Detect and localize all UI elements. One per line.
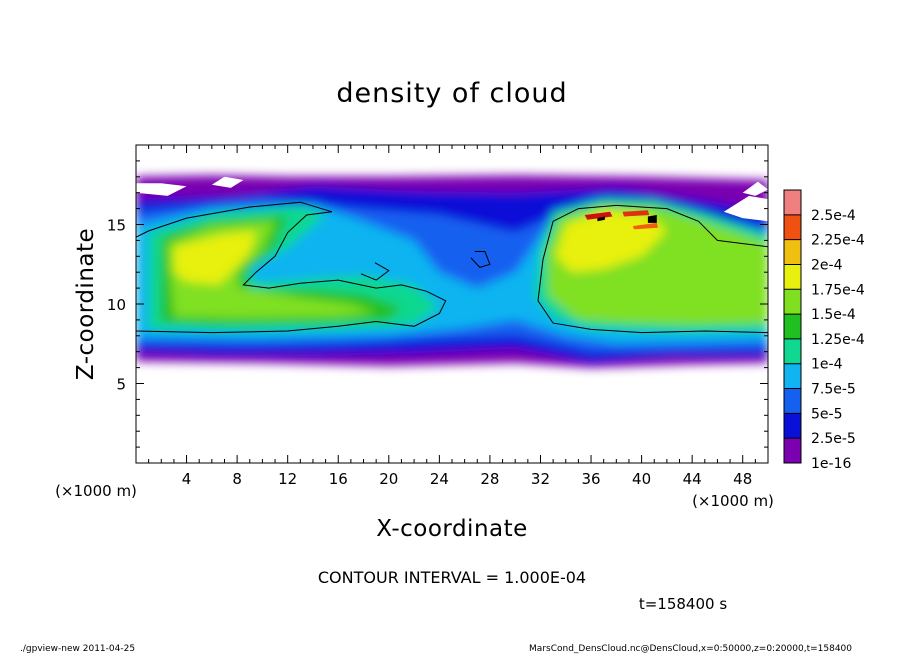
chart-title: density of cloud <box>336 78 567 109</box>
colorbar-label: 2.5e-5 <box>811 431 856 447</box>
z-unit-label: (×1000 m) <box>55 482 137 500</box>
gap-top-left <box>136 183 187 196</box>
z-axis-title: Z-coordinate <box>73 228 99 380</box>
x-tick-label: 4 <box>182 470 192 488</box>
dark-patch-2 <box>597 216 605 222</box>
x-tick-label: 8 <box>232 470 242 488</box>
x-tick-label: 16 <box>329 470 348 488</box>
contour-island <box>470 251 491 268</box>
z-tick-label: 5 <box>116 376 126 394</box>
footer-left: ./gpview-new 2011-04-25 <box>20 644 135 654</box>
colorbar-label: 1.5e-4 <box>811 307 856 323</box>
contour-right <box>537 204 768 334</box>
z-tick-label: 10 <box>107 296 126 314</box>
colorbar-label: 5e-5 <box>811 406 842 422</box>
x-tick-label: 32 <box>531 470 550 488</box>
field-layer-left-yellow <box>173 230 257 285</box>
red-streak-2 <box>622 210 650 217</box>
colorbar-swatch <box>784 388 801 414</box>
colorbar: 1e-16 2.5e-5 5e-5 7.5e-5 1e-4 1.25e-4 1.5e-4 1.… <box>783 189 865 472</box>
time-label: t=158400 s <box>639 595 727 613</box>
contour-left <box>136 201 447 334</box>
x-tick-label: 44 <box>683 470 702 488</box>
x-tick-label: 28 <box>480 470 499 488</box>
colorbar-swatch <box>784 438 801 463</box>
x-tick-label: 48 <box>733 470 752 488</box>
x-axis: 4 8 12 16 20 24 28 32 36 40 44 48 <box>148 145 756 488</box>
contour-island2 <box>360 262 390 281</box>
heatmap-field <box>136 175 768 368</box>
x-axis-title: X-coordinate <box>376 516 528 542</box>
colorbar-swatch <box>784 413 801 439</box>
colorbar-swatch <box>784 338 801 364</box>
colorbar-label: 2.5e-4 <box>811 208 856 224</box>
colorbar-label: 1e-16 <box>811 456 851 472</box>
colorbar-label: 1.25e-4 <box>811 332 865 348</box>
colorbar-label: 1e-4 <box>811 357 843 373</box>
colorbar-swatch <box>784 264 801 290</box>
colorbar-label: 1.75e-4 <box>811 282 865 298</box>
red-streak-1 <box>584 211 613 220</box>
z-tick-label: 15 <box>107 217 126 235</box>
footer-right: MarsCond_DensCloud.nc@DensCloud,x=0:5000… <box>529 644 852 654</box>
x-tick-label: 40 <box>632 470 651 488</box>
colorbar-swatch <box>784 214 801 240</box>
x-tick-label: 36 <box>581 470 600 488</box>
gap-top-left2 <box>211 176 244 188</box>
x-tick-label: 24 <box>430 470 449 488</box>
gap-top-right2 <box>742 181 768 196</box>
x-tick-label: 20 <box>379 470 398 488</box>
colorbar-label: 2.25e-4 <box>811 233 865 249</box>
x-tick-label: 12 <box>278 470 297 488</box>
x-unit-label: (×1000 m) <box>692 492 774 510</box>
colorbar-swatch <box>784 190 801 215</box>
colorbar-swatch <box>784 363 801 389</box>
dark-patch-1 <box>647 215 657 223</box>
colorbar-swatch <box>784 239 801 265</box>
colorbar-label: 2e-4 <box>811 257 843 273</box>
z-axis: 5 10 15 <box>107 160 768 448</box>
contour-interval-label: CONTOUR INTERVAL = 1.000E-04 <box>318 568 586 587</box>
colorbar-label: 7.5e-5 <box>811 382 856 398</box>
gap-top-right <box>723 195 768 222</box>
red-streak-3 <box>632 222 658 230</box>
colorbar-swatch <box>784 289 801 315</box>
colorbar-swatch <box>784 314 801 339</box>
